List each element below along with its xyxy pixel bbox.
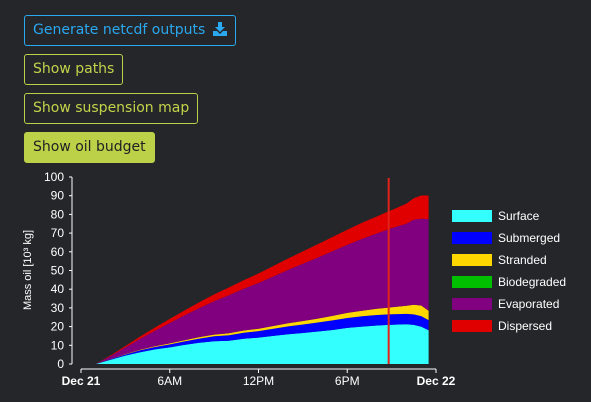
area-stranded	[95, 304, 429, 364]
generate-netcdf-label: Generate netcdf outputs	[33, 22, 206, 38]
show-suspension-map-label: Show suspension map	[33, 100, 190, 116]
y-tick-label: 100	[44, 170, 64, 184]
y-tick-label: 10	[51, 338, 65, 352]
legend-label-dispersed: Dispersed	[498, 319, 552, 333]
download-icon	[212, 22, 227, 36]
area-surface	[95, 324, 429, 364]
y-axis: 0 10 20 30 40 50 60 70 80 90 100	[44, 170, 73, 371]
y-tick-label: 40	[51, 282, 65, 296]
legend-swatch-evaporated	[452, 298, 492, 310]
legend-swatch-stranded	[452, 254, 492, 266]
area-evaporated	[95, 218, 429, 364]
y-tick-label: 60	[51, 245, 65, 259]
show-oil-budget-label: Show oil budget	[33, 139, 146, 155]
area-submerged	[95, 313, 429, 364]
x-tick-label: 6PM	[335, 374, 360, 388]
y-tick-label: 30	[51, 301, 65, 315]
y-tick-label: 50	[51, 264, 65, 278]
legend-swatch-dispersed	[452, 320, 492, 332]
y-tick-label: 70	[51, 226, 65, 240]
y-tick-label: 0	[57, 357, 64, 371]
legend-swatch-surface	[452, 210, 492, 222]
show-paths-label: Show paths	[33, 61, 115, 77]
legend-label-submerged: Submerged	[498, 231, 560, 245]
show-paths-button[interactable]: Show paths	[24, 54, 124, 85]
area-dispersed	[95, 195, 429, 364]
generate-netcdf-button[interactable]: Generate netcdf outputs	[24, 15, 236, 46]
legend: Surface Submerged Stranded Biodegraded Evapo…	[452, 209, 566, 333]
x-axis: Dec 21 6AM 12PM 6PM Dec 22	[62, 368, 456, 388]
legend-label-evaporated: Evaporated	[498, 297, 559, 311]
y-tick-label: 80	[51, 207, 65, 221]
x-tick-label: 12PM	[243, 374, 274, 388]
legend-swatch-biodegraded	[452, 276, 492, 288]
legend-label-surface: Surface	[498, 209, 540, 223]
x-tick-label: Dec 22	[417, 374, 456, 388]
x-tick-label: 6AM	[157, 374, 182, 388]
x-tick-label: Dec 21	[62, 374, 101, 388]
legend-swatch-submerged	[452, 232, 492, 244]
show-oil-budget-button[interactable]: Show oil budget	[24, 132, 155, 163]
y-tick-label: 20	[51, 320, 65, 334]
legend-label-biodegraded: Biodegraded	[498, 275, 566, 289]
y-tick-label: 90	[51, 189, 65, 203]
show-suspension-map-button[interactable]: Show suspension map	[24, 93, 199, 124]
y-axis-label: Mass oil [10³ kg]	[22, 230, 34, 310]
legend-label-stranded: Stranded	[498, 253, 547, 267]
stacked-areas	[95, 195, 429, 364]
